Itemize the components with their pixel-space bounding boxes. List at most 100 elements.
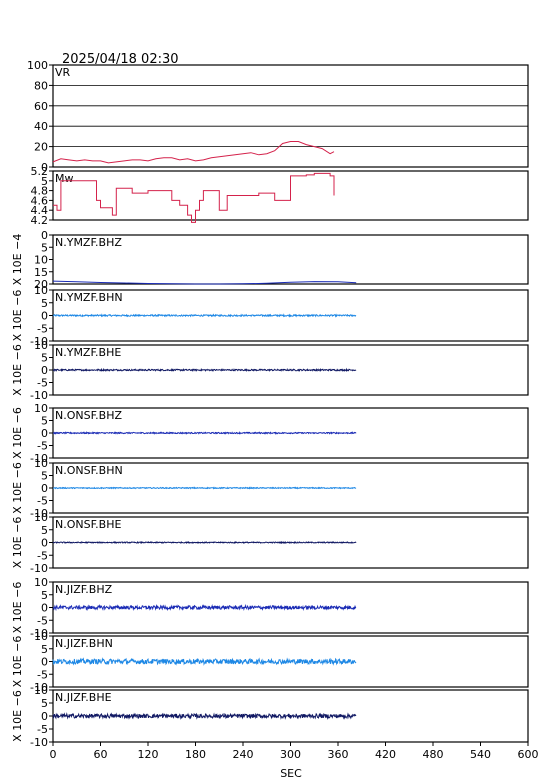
y-tick-label: -5	[37, 495, 48, 508]
y-tick-label: -10	[30, 736, 48, 749]
y-tick-label: 60	[34, 100, 48, 113]
y-tick-label: 10	[34, 457, 48, 470]
y-tick-label: 5	[41, 524, 48, 537]
panel-title: N.JIZF.BHE	[55, 691, 112, 704]
y-tick-label: 5.2	[31, 165, 49, 178]
y-axis-unit-label: X 10E −6	[11, 582, 24, 634]
x-tick-label: 60	[94, 748, 108, 761]
y-axis-unit-label: X 10E −4	[11, 234, 24, 286]
y-tick-label: -5	[37, 668, 48, 681]
y-tick-label: 10	[34, 511, 48, 524]
series-line	[52, 141, 335, 164]
y-tick-label: 0	[41, 482, 48, 495]
y-axis-unit-label: X 10E −6	[11, 636, 24, 688]
y-tick-label: -5	[37, 549, 48, 562]
series-line	[52, 657, 357, 666]
series-line	[52, 540, 357, 545]
x-tick-label: 0	[50, 748, 57, 761]
y-axis-unit-label: X 10E −6	[11, 407, 24, 459]
y-tick-label: 5	[41, 697, 48, 710]
panel-frame	[52, 64, 529, 168]
y-tick-label: 5	[41, 352, 48, 365]
y-tick-label: 5	[41, 297, 48, 310]
y-tick-label: -10	[30, 562, 48, 575]
y-tick-label: 20	[34, 278, 48, 291]
x-tick-label: 360	[328, 748, 349, 761]
y-tick-label: -10	[30, 627, 48, 640]
y-tick-label: 5	[41, 175, 48, 188]
y-axis-unit-label: X 10E −6	[11, 290, 24, 342]
y-tick-label: -5	[37, 614, 48, 627]
y-axis-unit-label: X 10E −6	[11, 690, 24, 742]
y-tick-label: 5	[41, 470, 48, 483]
panel-title: N.YMZF.BHE	[55, 346, 121, 359]
y-tick-label: -10	[30, 452, 48, 465]
datetime-header: 2025/04/18 02:30	[62, 52, 179, 67]
y-axis-unit-label: X 10E −6	[11, 344, 24, 396]
y-tick-label: 0	[41, 656, 48, 669]
y-tick-label: 0	[41, 229, 48, 242]
y-tick-label: 5	[41, 643, 48, 656]
series-line	[52, 367, 357, 373]
y-tick-label: 10	[34, 630, 48, 643]
y-tick-label: 5	[41, 589, 48, 602]
x-tick-label: 300	[280, 748, 301, 761]
series-line	[52, 712, 357, 720]
y-tick-label: -10	[30, 335, 48, 348]
series-line	[52, 431, 357, 435]
panel-1: 0 20 40 60 80 100 VR	[27, 59, 529, 174]
panel-frame	[52, 234, 529, 285]
y-tick-label: 0	[41, 310, 48, 323]
series-line	[53, 172, 335, 223]
y-tick-label: 0	[41, 427, 48, 440]
panel-2: 4.24.44.64.855.2 Mw	[31, 165, 529, 227]
x-tick-label: 600	[518, 748, 539, 761]
panel-title: Mw	[55, 172, 74, 185]
y-tick-label: -10	[30, 389, 48, 402]
y-tick-label: 0	[41, 161, 48, 174]
y-tick-label: -5	[37, 322, 48, 335]
x-tick-label: 240	[233, 748, 254, 761]
x-tick-label: 120	[138, 748, 159, 761]
x-tick-label: 480	[423, 748, 444, 761]
y-tick-label: 15	[34, 266, 48, 279]
y-tick-label: -5	[37, 377, 48, 390]
series-line	[52, 280, 357, 285]
panel-title: VR	[55, 66, 71, 79]
y-tick-label: 10	[34, 284, 48, 297]
panels-group: 020406080100VR4.24.44.64.855.2Mw05101520…	[11, 59, 529, 749]
y-tick-label: 20	[34, 141, 48, 154]
x-tick-label: 180	[185, 748, 206, 761]
y-tick-label: 10	[34, 576, 48, 589]
panel-title: N.ONSF.BHN	[55, 464, 123, 477]
y-axis-unit-label: X 10E −6	[11, 517, 24, 569]
y-tick-label: -10	[30, 681, 48, 694]
y-tick-label: 0	[41, 602, 48, 615]
y-tick-label: 4.2	[31, 214, 49, 227]
x-tick-label: 420	[375, 748, 396, 761]
y-tick-label: -5	[37, 723, 48, 736]
y-tick-label: 10	[34, 339, 48, 352]
x-axis-label: SEC	[280, 767, 302, 780]
y-tick-label: 10	[34, 254, 48, 267]
panel-frame	[52, 170, 529, 221]
panel-title: N.YMZF.BHN	[55, 291, 123, 304]
y-axis-unit-label: X 10E −6	[11, 462, 24, 514]
y-tick-label: -10	[30, 507, 48, 520]
panel-title: N.YMZF.BHZ	[55, 236, 122, 249]
y-tick-label: 0	[41, 710, 48, 723]
y-tick-label: 10	[34, 684, 48, 697]
y-tick-label: 10	[34, 402, 48, 415]
y-tick-label: 100	[27, 59, 48, 72]
y-tick-label: 4.6	[31, 194, 49, 207]
